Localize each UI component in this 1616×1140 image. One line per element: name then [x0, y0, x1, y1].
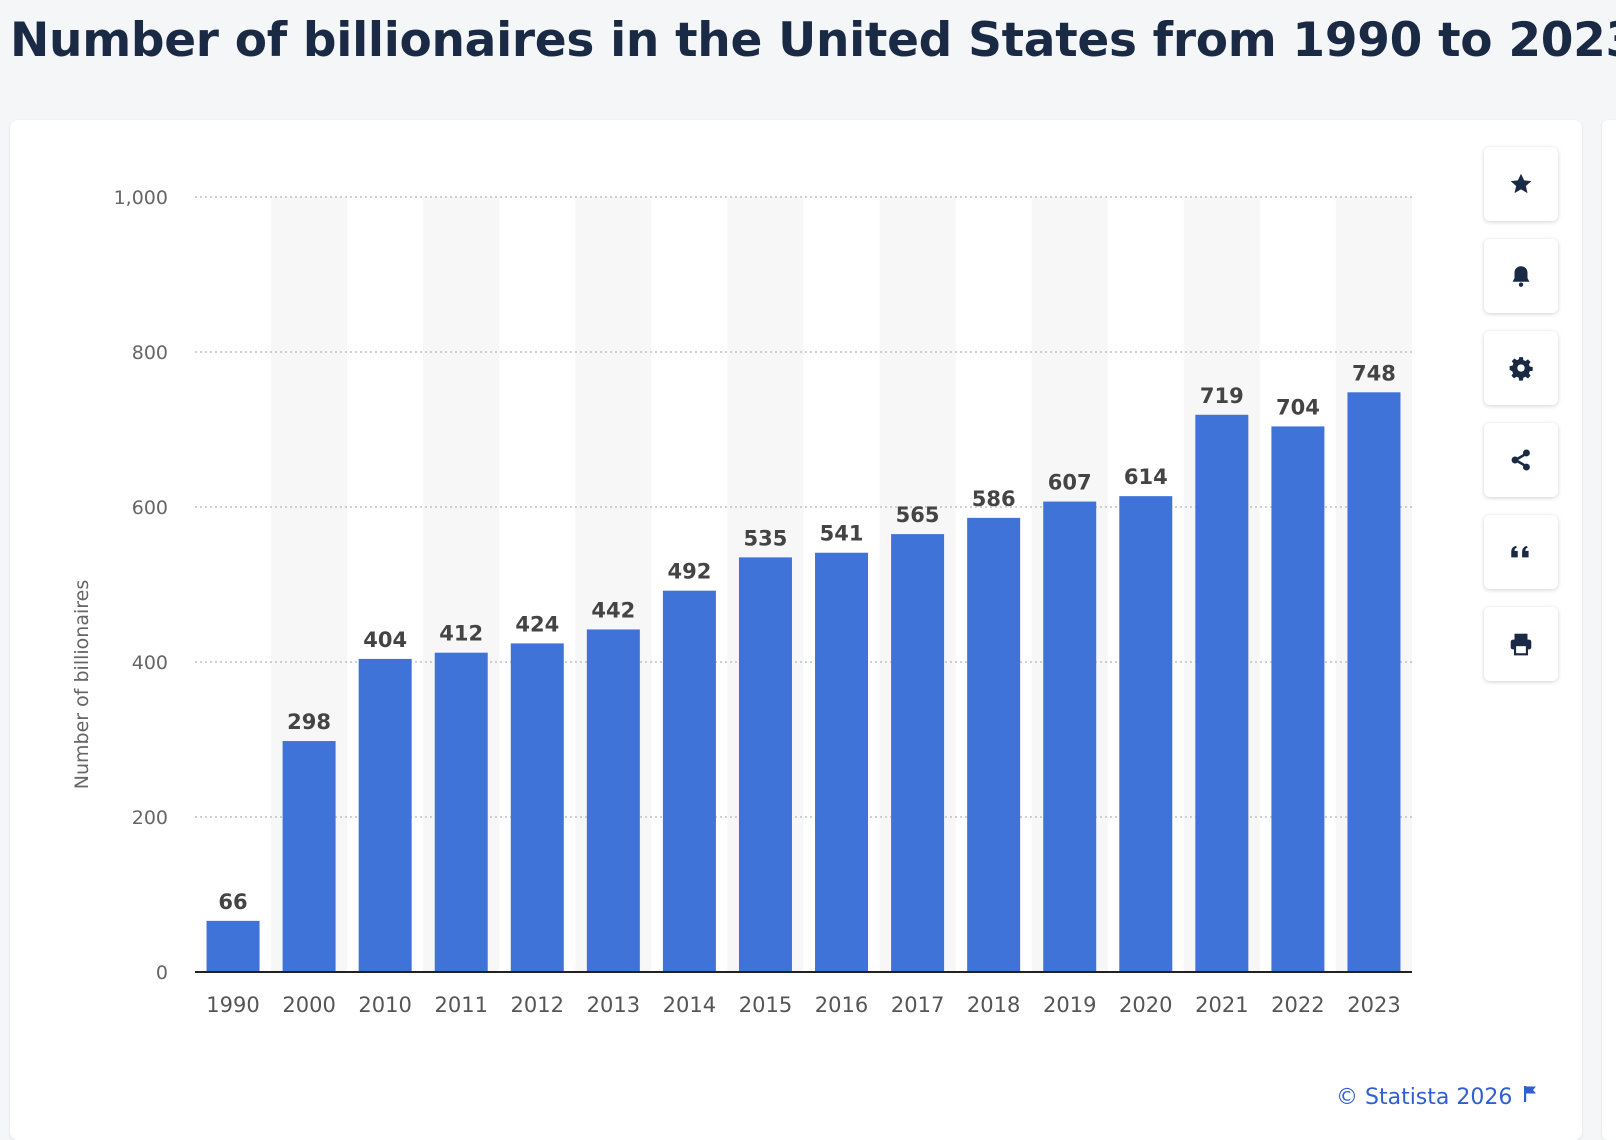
y-axis-label: Number of billionaires: [71, 580, 93, 789]
bar[interactable]: [358, 658, 412, 972]
data-label: 719: [1200, 384, 1244, 408]
bar[interactable]: [1271, 426, 1325, 972]
flag-icon[interactable]: [1522, 1084, 1538, 1110]
x-tick-label: 2022: [1271, 993, 1324, 1017]
quote-icon: [1511, 545, 1529, 558]
bars: [206, 392, 1401, 972]
y-tick-label: 400: [132, 652, 168, 674]
bar[interactable]: [434, 652, 488, 972]
x-tick-label: 1990: [206, 993, 259, 1017]
y-tick-label: 600: [132, 497, 168, 519]
bar[interactable]: [1195, 414, 1249, 972]
data-label: 412: [439, 622, 483, 646]
bar[interactable]: [815, 552, 869, 972]
bar[interactable]: [662, 590, 716, 972]
bar[interactable]: [967, 517, 1021, 972]
x-tick-label: 2014: [663, 993, 716, 1017]
y-axis-ticks: 0 200 400 600 800 1,000: [114, 187, 168, 984]
x-tick-label: 2000: [282, 993, 335, 1017]
data-label: 424: [515, 612, 559, 636]
x-tick-label: 2012: [511, 993, 564, 1017]
bar[interactable]: [510, 643, 564, 972]
x-tick-label: 2021: [1195, 993, 1248, 1017]
print-button[interactable]: [1484, 607, 1558, 681]
data-label: 748: [1352, 361, 1396, 385]
x-tick-label: 2013: [587, 993, 640, 1017]
bell-icon: [1512, 266, 1530, 287]
printer-icon: [1510, 633, 1532, 656]
x-tick-label: 2018: [967, 993, 1020, 1017]
gear-icon: [1509, 357, 1533, 381]
side-panel-edge: [1602, 120, 1616, 1140]
bar[interactable]: [738, 557, 792, 972]
bar[interactable]: [891, 534, 945, 972]
share-icon: [1511, 449, 1530, 471]
y-tick-label: 0: [156, 962, 168, 984]
statista-credit-link[interactable]: © Statista 2026: [1336, 1084, 1538, 1110]
settings-button[interactable]: [1484, 331, 1558, 405]
cite-button[interactable]: [1484, 515, 1558, 589]
data-label: 492: [667, 560, 711, 584]
data-label: 442: [591, 598, 635, 622]
star-icon: [1510, 173, 1532, 194]
x-tick-label: 2017: [891, 993, 944, 1017]
x-tick-label: 2016: [815, 993, 868, 1017]
bar[interactable]: [1043, 501, 1097, 972]
data-label: 565: [896, 503, 940, 527]
page-title: Number of billionaires in the United Sta…: [10, 13, 1616, 68]
data-label: 614: [1124, 465, 1168, 489]
bar[interactable]: [206, 920, 260, 972]
x-tick-label: 2020: [1119, 993, 1172, 1017]
notification-button[interactable]: [1484, 239, 1558, 313]
credit-text: © Statista 2026: [1336, 1084, 1513, 1110]
data-label: 541: [820, 522, 864, 546]
bar[interactable]: [1119, 496, 1173, 972]
data-label: 404: [363, 628, 407, 652]
bar[interactable]: [282, 741, 336, 972]
data-label: 66: [218, 890, 247, 914]
x-tick-label: 2023: [1347, 993, 1400, 1017]
data-label: 535: [744, 526, 788, 550]
share-button[interactable]: [1484, 423, 1558, 497]
data-label: 607: [1048, 471, 1092, 495]
favorite-button[interactable]: [1484, 147, 1558, 221]
data-label: 704: [1276, 395, 1320, 419]
y-tick-label: 800: [132, 342, 168, 364]
data-label: 586: [972, 487, 1016, 511]
bar[interactable]: [1347, 392, 1401, 972]
y-tick-label: 1,000: [114, 187, 168, 209]
bar[interactable]: [586, 629, 640, 972]
y-tick-label: 200: [132, 807, 168, 829]
x-tick-label: 2011: [434, 993, 487, 1017]
x-tick-label: 2010: [358, 993, 411, 1017]
x-axis-ticks: 1990 2000 2010 2011 2012 2013 2014 2015 2016 2017…: [206, 993, 1400, 1017]
x-tick-label: 2015: [739, 993, 792, 1017]
data-labels: 66 298 404 412 424 442 492 535 541 565 586 607 614 71…: [218, 361, 1395, 914]
x-tick-label: 2019: [1043, 993, 1096, 1017]
data-label: 298: [287, 710, 331, 734]
